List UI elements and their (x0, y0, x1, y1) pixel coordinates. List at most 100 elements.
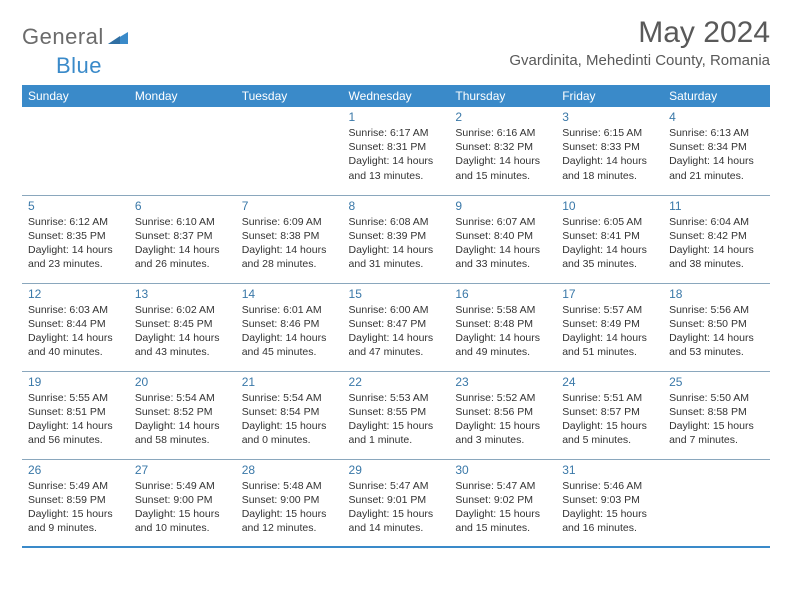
calendar-table: SundayMondayTuesdayWednesdayThursdayFrid… (22, 85, 770, 548)
day-info: Sunrise: 6:15 AMSunset: 8:33 PMDaylight:… (562, 126, 657, 183)
day-number: 10 (562, 199, 657, 213)
calendar-day-cell: 5 Sunrise: 6:12 AMSunset: 8:35 PMDaylight… (22, 195, 129, 283)
day-info: Sunrise: 6:01 AMSunset: 8:46 PMDaylight:… (242, 303, 337, 360)
weekday-header: Wednesday (343, 85, 450, 107)
day-number: 26 (28, 463, 123, 477)
calendar-week-row: 5 Sunrise: 6:12 AMSunset: 8:35 PMDaylight… (22, 195, 770, 283)
day-info: Sunrise: 6:12 AMSunset: 8:35 PMDaylight:… (28, 215, 123, 272)
logo: General (22, 24, 130, 50)
day-info: Sunrise: 5:56 AMSunset: 8:50 PMDaylight:… (669, 303, 764, 360)
calendar-page: General May 2024 Gvardinita, Mehedinti C… (0, 0, 792, 564)
calendar-day-cell: 28 Sunrise: 5:48 AMSunset: 9:00 PMDayligh… (236, 459, 343, 547)
day-info: Sunrise: 6:16 AMSunset: 8:32 PMDaylight:… (455, 126, 550, 183)
calendar-day-cell: 22 Sunrise: 5:53 AMSunset: 8:55 PMDayligh… (343, 371, 450, 459)
calendar-day-cell: 1 Sunrise: 6:17 AMSunset: 8:31 PMDaylight… (343, 107, 450, 195)
day-info: Sunrise: 5:49 AMSunset: 8:59 PMDaylight:… (28, 479, 123, 536)
calendar-day-cell: 20Sunrise: 5:54 AMSunset: 8:52 PMDayligh… (129, 371, 236, 459)
day-info: Sunrise: 5:54 AMSunset: 8:52 PMDaylight:… (135, 391, 230, 448)
day-info: Sunrise: 6:07 AMSunset: 8:40 PMDaylight:… (455, 215, 550, 272)
calendar-day-cell: 23Sunrise: 5:52 AMSunset: 8:56 PMDayligh… (449, 371, 556, 459)
day-info: Sunrise: 5:49 AMSunset: 9:00 PMDaylight:… (135, 479, 230, 536)
day-number: 15 (349, 287, 444, 301)
day-number: 24 (562, 375, 657, 389)
day-info: Sunrise: 5:55 AMSunset: 8:51 PMDaylight:… (28, 391, 123, 448)
day-number: 14 (242, 287, 337, 301)
logo-text-general: General (22, 24, 104, 50)
day-number: 30 (455, 463, 550, 477)
calendar-week-row: 12 Sunrise: 6:03 AMSunset: 8:44 PMDayligh… (22, 283, 770, 371)
month-title: May 2024 (509, 16, 770, 50)
day-number: 7 (242, 199, 337, 213)
location-subtitle: Gvardinita, Mehedinti County, Romania (509, 52, 770, 69)
day-number: 2 (455, 110, 550, 124)
calendar-day-cell: 6Sunrise: 6:10 AMSunset: 8:37 PMDaylight… (129, 195, 236, 283)
weekday-header: Friday (556, 85, 663, 107)
day-number: 13 (135, 287, 230, 301)
calendar-day-cell: 18Sunrise: 5:56 AMSunset: 8:50 PMDayligh… (663, 283, 770, 371)
day-info: Sunrise: 6:04 AMSunset: 8:42 PMDaylight:… (669, 215, 764, 272)
day-info: Sunrise: 6:00 AMSunset: 8:47 PMDaylight:… (349, 303, 444, 360)
calendar-day-cell: 19 Sunrise: 5:55 AMSunset: 8:51 PMDayligh… (22, 371, 129, 459)
calendar-day-cell: 27 Sunrise: 5:49 AMSunset: 9:00 PMDayligh… (129, 459, 236, 547)
day-info: Sunrise: 6:13 AMSunset: 8:34 PMDaylight:… (669, 126, 764, 183)
day-number: 25 (669, 375, 764, 389)
calendar-day-cell: 9 Sunrise: 6:07 AMSunset: 8:40 PMDaylight… (449, 195, 556, 283)
day-info: Sunrise: 5:53 AMSunset: 8:55 PMDaylight:… (349, 391, 444, 448)
calendar-day-cell (22, 107, 129, 195)
day-info: Sunrise: 6:03 AMSunset: 8:44 PMDaylight:… (28, 303, 123, 360)
calendar-day-cell: 31Sunrise: 5:46 AMSunset: 9:03 PMDayligh… (556, 459, 663, 547)
calendar-day-cell: 26 Sunrise: 5:49 AMSunset: 8:59 PMDayligh… (22, 459, 129, 547)
day-info: Sunrise: 5:48 AMSunset: 9:00 PMDaylight:… (242, 479, 337, 536)
calendar-day-cell: 11 Sunrise: 6:04 AMSunset: 8:42 PMDayligh… (663, 195, 770, 283)
day-info: Sunrise: 5:58 AMSunset: 8:48 PMDaylight:… (455, 303, 550, 360)
calendar-day-cell: 10Sunrise: 6:05 AMSunset: 8:41 PMDayligh… (556, 195, 663, 283)
day-info: Sunrise: 5:50 AMSunset: 8:58 PMDaylight:… (669, 391, 764, 448)
calendar-day-cell: 3 Sunrise: 6:15 AMSunset: 8:33 PMDaylight… (556, 107, 663, 195)
calendar-week-row: 26 Sunrise: 5:49 AMSunset: 8:59 PMDayligh… (22, 459, 770, 547)
day-info: Sunrise: 6:10 AMSunset: 8:37 PMDaylight:… (135, 215, 230, 272)
calendar-day-cell: 2 Sunrise: 6:16 AMSunset: 8:32 PMDaylight… (449, 107, 556, 195)
day-info: Sunrise: 6:17 AMSunset: 8:31 PMDaylight:… (349, 126, 444, 183)
day-info: Sunrise: 5:46 AMSunset: 9:03 PMDaylight:… (562, 479, 657, 536)
calendar-body: 1 Sunrise: 6:17 AMSunset: 8:31 PMDaylight… (22, 107, 770, 547)
calendar-day-cell: 17Sunrise: 5:57 AMSunset: 8:49 PMDayligh… (556, 283, 663, 371)
calendar-day-cell: 15 Sunrise: 6:00 AMSunset: 8:47 PMDayligh… (343, 283, 450, 371)
day-number: 21 (242, 375, 337, 389)
day-number: 9 (455, 199, 550, 213)
calendar-week-row: 1 Sunrise: 6:17 AMSunset: 8:31 PMDaylight… (22, 107, 770, 195)
day-number: 8 (349, 199, 444, 213)
day-number: 22 (349, 375, 444, 389)
day-number: 4 (669, 110, 764, 124)
calendar-day-cell: 24Sunrise: 5:51 AMSunset: 8:57 PMDayligh… (556, 371, 663, 459)
weekday-header: Saturday (663, 85, 770, 107)
day-number: 17 (562, 287, 657, 301)
day-number: 12 (28, 287, 123, 301)
day-number: 19 (28, 375, 123, 389)
day-number: 5 (28, 199, 123, 213)
calendar-week-row: 19 Sunrise: 5:55 AMSunset: 8:51 PMDayligh… (22, 371, 770, 459)
day-number: 28 (242, 463, 337, 477)
calendar-day-cell: 12 Sunrise: 6:03 AMSunset: 8:44 PMDayligh… (22, 283, 129, 371)
weekday-header: Sunday (22, 85, 129, 107)
title-block: May 2024 Gvardinita, Mehedinti County, R… (509, 16, 770, 69)
calendar-day-cell (663, 459, 770, 547)
calendar-day-cell: 16 Sunrise: 5:58 AMSunset: 8:48 PMDayligh… (449, 283, 556, 371)
day-info: Sunrise: 5:54 AMSunset: 8:54 PMDaylight:… (242, 391, 337, 448)
day-info: Sunrise: 5:52 AMSunset: 8:56 PMDaylight:… (455, 391, 550, 448)
logo-text-blue: Blue (56, 53, 102, 79)
day-number: 3 (562, 110, 657, 124)
weekday-header: Thursday (449, 85, 556, 107)
day-info: Sunrise: 6:08 AMSunset: 8:39 PMDaylight:… (349, 215, 444, 272)
calendar-day-cell: 30Sunrise: 5:47 AMSunset: 9:02 PMDayligh… (449, 459, 556, 547)
calendar-day-cell (236, 107, 343, 195)
calendar-day-cell: 29 Sunrise: 5:47 AMSunset: 9:01 PMDayligh… (343, 459, 450, 547)
calendar-day-cell: 13Sunrise: 6:02 AMSunset: 8:45 PMDayligh… (129, 283, 236, 371)
day-info: Sunrise: 5:47 AMSunset: 9:01 PMDaylight:… (349, 479, 444, 536)
day-number: 16 (455, 287, 550, 301)
day-number: 27 (135, 463, 230, 477)
day-number: 11 (669, 199, 764, 213)
day-number: 29 (349, 463, 444, 477)
day-number: 1 (349, 110, 444, 124)
calendar-day-cell: 8 Sunrise: 6:08 AMSunset: 8:39 PMDaylight… (343, 195, 450, 283)
calendar-day-cell: 14 Sunrise: 6:01 AMSunset: 8:46 PMDayligh… (236, 283, 343, 371)
